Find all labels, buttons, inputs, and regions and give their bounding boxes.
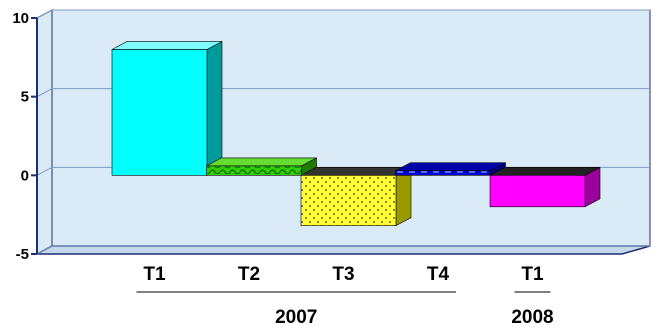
y-tick-label: 5: [21, 89, 29, 106]
category-label: T1: [521, 264, 544, 285]
bar-top: [300, 167, 412, 176]
bar-front: [206, 165, 302, 176]
bar-side: [206, 40, 223, 176]
y-tick-label: 0: [21, 167, 29, 184]
bar: [300, 166, 412, 227]
labels: -5 0 5 10 T1 T2 T3 T4 T1 2007 2008: [12, 10, 553, 328]
group-label: 2007: [275, 307, 317, 328]
bars: [111, 40, 601, 227]
bar: [206, 157, 317, 176]
bar-top: [206, 157, 317, 167]
bar-top: [111, 41, 223, 50]
bar-top: [395, 162, 506, 171]
bar-front: [111, 49, 208, 176]
category-label: T1: [143, 264, 166, 285]
side-wall: [36, 9, 53, 255]
gridline: [36, 245, 650, 255]
bar-top: [489, 167, 601, 176]
y-tick-label: 10: [12, 10, 29, 27]
bar-front: [395, 170, 491, 176]
category-label: T3: [332, 264, 354, 285]
bar-side: [395, 166, 412, 227]
bar: [111, 40, 223, 176]
bar: [395, 162, 506, 176]
floor: [36, 245, 651, 255]
category-label: T4: [427, 264, 450, 285]
bar-front: [300, 175, 397, 226]
gridline: [36, 9, 650, 19]
group-label: 2008: [511, 307, 553, 328]
y-tick-label: -5: [16, 246, 29, 263]
category-label: T2: [238, 264, 260, 285]
gridline: [36, 88, 650, 98]
bar: [489, 166, 601, 208]
bar-front: [489, 175, 586, 208]
